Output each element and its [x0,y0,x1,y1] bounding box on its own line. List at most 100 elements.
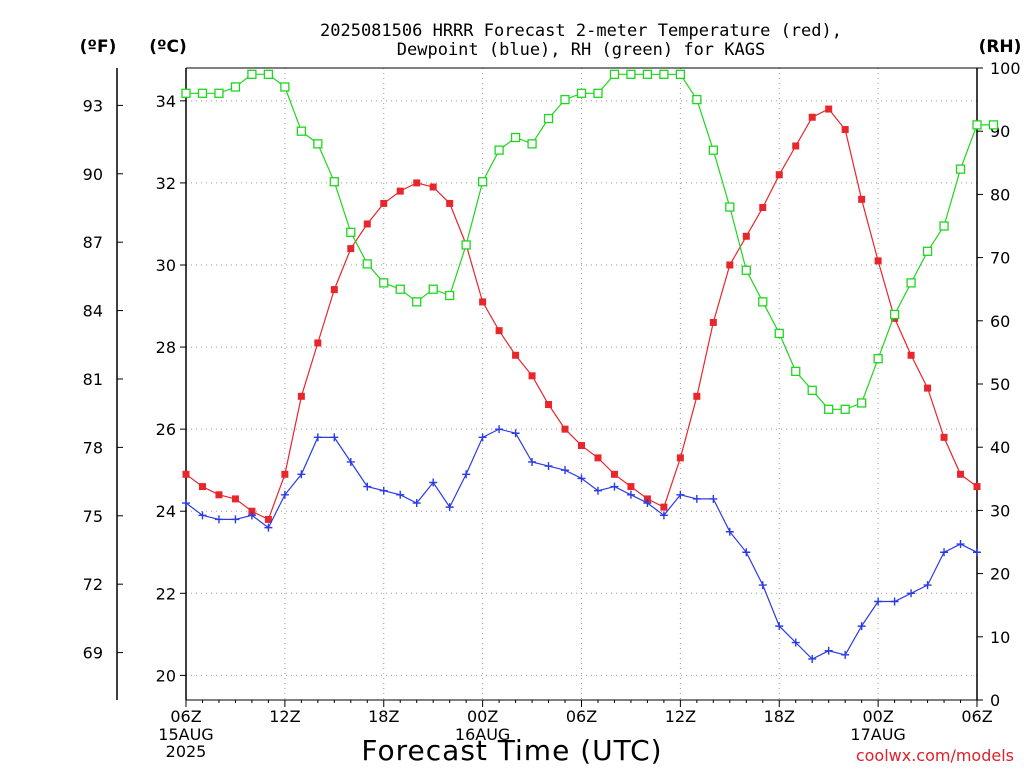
rh-point [445,290,455,301]
dewpoint-point [231,515,240,524]
rh-tick-label: 70 [990,249,1010,268]
2-meter-temperature-point [792,142,800,150]
rh-point [576,88,587,98]
dewpoint-point [923,581,932,590]
rh-point [379,278,389,288]
dewpoint-point [659,511,668,520]
rh-point [774,328,784,339]
dewpoint-point [280,490,289,499]
2-meter-temperature-point [610,470,618,478]
rh-point [906,278,916,288]
dewpoint-point [379,486,388,495]
2-meter-temperature-point [594,454,602,462]
2-meter-temperature-point [693,392,701,400]
rh-unit-label: (RH) [979,37,1022,57]
dewpoint-point [198,511,207,520]
2-meter-temperature-point [347,245,355,253]
rh-point [824,404,834,414]
dewpoint-point [462,470,471,479]
dewpoint-point [247,511,256,520]
data-series [181,69,999,663]
2-meter-temperature-point [940,433,948,441]
celsius-tick-label: 32 [156,174,176,193]
rh-tick-label: 40 [990,438,1010,457]
2-meter-temperature-point [709,318,717,326]
dewpoint-point [791,638,800,647]
rh-point [972,120,982,130]
2-meter-temperature-line [185,108,978,521]
rh-point [758,297,768,307]
rh-point [263,69,274,79]
celsius-tick-label: 24 [156,502,176,521]
rh-point [626,69,636,79]
dewpoint-point [346,457,355,466]
rh-point [955,164,966,174]
2-meter-temperature-point [643,495,651,503]
dewpoint-point [692,494,701,503]
2-meter-temperature-point [495,327,503,335]
fahrenheit-tick-label: 84 [83,302,103,321]
fahrenheit-tick-label: 93 [83,96,103,115]
dewpoint-point [478,433,487,442]
celsius-tick-label: 22 [156,584,176,603]
2-meter-temperature-point [248,507,256,515]
dewpoint-point [511,429,520,438]
dewpoint-point [824,646,833,655]
fahrenheit-tick-label: 90 [83,165,103,184]
dewpoint-point [643,499,652,508]
dewpoint-point [857,622,866,631]
fahrenheit-tick-label: 81 [83,370,103,389]
rh-point [346,227,356,237]
dewpoint-point [940,548,949,557]
fahrenheit-tick-label: 75 [83,507,103,526]
dewpoint-point [445,503,454,512]
rh-point [543,113,554,124]
x-tick-label: 18Z [368,707,399,726]
rh-point [296,126,307,136]
celsius-tick-label: 30 [156,256,176,275]
fahrenheit-tick-label: 78 [83,438,103,457]
dewpoint-point [775,622,784,631]
x-tick-label: 12Z [269,707,300,726]
2-meter-temperature-point [858,195,866,203]
dewpoint-point [561,466,570,475]
rh-point [494,145,504,155]
celsius-unit-label: (ºC) [149,37,187,57]
x-tick-year-label: 2025 [166,742,207,761]
2-meter-temperature-point [676,454,684,462]
rh-point [675,69,686,79]
dewpoint-point [676,490,685,499]
axes [116,67,983,707]
rh-point [412,297,422,307]
x-tick-date-label: 16AUG [455,725,510,744]
rh-point [428,284,438,294]
x-tick-label: 06Z [566,707,597,726]
2-meter-temperature-point [215,491,223,499]
rh-point [609,69,620,79]
dewpoint-point [182,499,190,508]
2-meter-temperature-point [281,470,289,478]
celsius-tick-label: 20 [156,666,176,685]
2-meter-temperature-point [924,384,932,392]
rh-tick-label: 20 [990,565,1010,584]
dewpoint-point [709,494,718,503]
2-meter-temperature-point [512,351,520,359]
2-meter-temperature-point [429,183,437,191]
rh-point [230,82,241,92]
x-tick-date-label: 15AUG [158,725,213,744]
2-meter-temperature-point [446,199,454,207]
2-meter-temperature-point [396,187,404,195]
2-meter-temperature-point [808,113,816,121]
2-meter-temperature-point [759,204,767,212]
dewpoint-point [429,478,438,487]
celsius-tick-label: 26 [156,420,176,439]
rh-point [725,202,735,212]
dewpoint-series [182,425,981,663]
rh-point [856,398,867,408]
dewpoint-point [973,548,981,557]
2-meter-temperature-point [363,220,371,228]
rh-tick-label: 30 [990,501,1010,520]
rh-point [197,88,208,98]
rh-point [988,120,999,130]
